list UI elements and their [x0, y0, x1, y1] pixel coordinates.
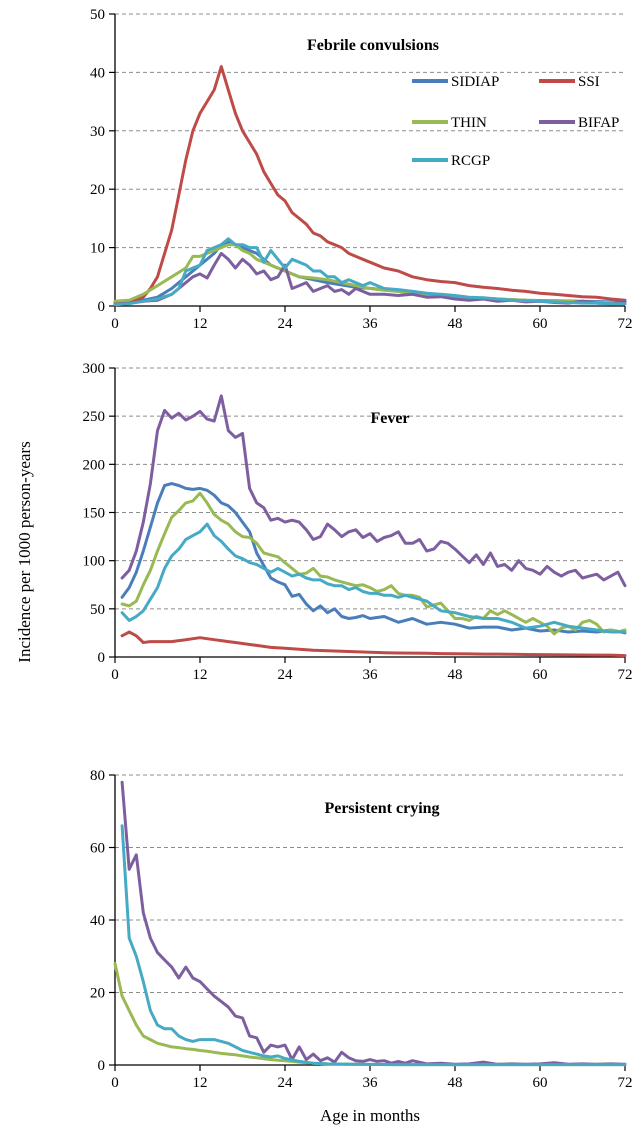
- fever-series-sidiap: [120, 482, 627, 635]
- febrile-convulsions-series-rcgp: [113, 237, 627, 307]
- panel-febrile-convulsions: 0 10 20 30 40 50 0 12 24 36 48 60 72 Febrile convulsi…: [90, 7, 633, 332]
- febrile-convulsions-panel-title: Febrile convulsions: [307, 37, 439, 54]
- persistent-crying-y-tick-label-20: 20: [90, 986, 105, 1002]
- febrile-convulsions-y-tick-label-0: 0: [98, 299, 106, 315]
- febrile-convulsions-x-tick-label-0: 0: [111, 316, 119, 332]
- legend-label-ssi: SSI: [578, 74, 600, 90]
- fever-y-tick-label-200: 200: [83, 457, 106, 473]
- legend-item-thin: THIN: [412, 115, 487, 131]
- legend-label-thin: THIN: [451, 115, 487, 131]
- fever-panel-title: Fever: [370, 410, 409, 427]
- fever-x-tick-label-0: 0: [111, 667, 119, 683]
- persistent-crying-x-tick-label-72: 72: [618, 1075, 633, 1091]
- febrile-convulsions-x-tick-label-12: 12: [193, 316, 208, 332]
- legend-item-ssi: SSI: [539, 74, 600, 90]
- febrile-convulsions-x-tick-label-72: 72: [618, 316, 633, 332]
- x-axis-title: Age in months: [320, 1106, 420, 1125]
- persistent-crying-series-thin: [113, 962, 627, 1067]
- fever-y-tick-label-300: 300: [83, 361, 106, 377]
- febrile-convulsions-y-tick-label-50: 50: [90, 7, 105, 23]
- fever-x-tick-label-12: 12: [193, 667, 208, 683]
- persistent-crying-y-tick-label-0: 0: [98, 1058, 106, 1074]
- fever-x-tick-label-60: 60: [533, 667, 548, 683]
- fever-x-tick-label-24: 24: [278, 667, 294, 683]
- legend-item-rcgp: RCGP: [412, 153, 490, 169]
- legend-label-bifap: BIFAP: [578, 115, 619, 131]
- legend-label-sidiap: SIDIAP: [451, 74, 499, 90]
- persistent-crying-x-tick-label-36: 36: [363, 1075, 379, 1091]
- febrile-convulsions-y-tick-label-30: 30: [90, 124, 105, 140]
- persistent-crying-y-tick-label-60: 60: [90, 841, 105, 857]
- fever-series-bifap: [120, 394, 627, 588]
- fever-x-tick-label-36: 36: [363, 667, 379, 683]
- persistent-crying-panel-title: Persistent crying: [324, 800, 439, 817]
- fever-y-tick-label-250: 250: [83, 409, 106, 425]
- panel-persistent-crying: 0 20 40 60 80 0 12 24 36 48 60 72 Persistent crying: [90, 768, 633, 1091]
- fever-x-tick-label-48: 48: [448, 667, 463, 683]
- legend-label-rcgp: RCGP: [451, 153, 490, 169]
- persistent-crying-y-tick-label-80: 80: [90, 768, 105, 784]
- legend-item-bifap: BIFAP: [539, 115, 619, 131]
- persistent-crying-series-rcgp: [120, 824, 627, 1067]
- fever-y-tick-label-150: 150: [83, 506, 106, 522]
- fever-y-tick-label-0: 0: [98, 650, 106, 666]
- fever-series-rcgp: [120, 522, 627, 634]
- fever-x-tick-label-72: 72: [618, 667, 633, 683]
- febrile-convulsions-x-tick-label-60: 60: [533, 316, 548, 332]
- persistent-crying-x-tick-label-60: 60: [533, 1075, 548, 1091]
- febrile-convulsions-x-tick-label-36: 36: [363, 316, 379, 332]
- legend-item-sidiap: SIDIAP: [412, 74, 499, 90]
- fever-series-ssi: [120, 630, 627, 658]
- persistent-crying-x-tick-label-48: 48: [448, 1075, 463, 1091]
- fever-y-tick-label-100: 100: [83, 554, 106, 570]
- febrile-convulsions-x-tick-label-48: 48: [448, 316, 463, 332]
- febrile-convulsions-x-tick-label-24: 24: [278, 316, 294, 332]
- y-axis-title: Incidence per 1000 person-years: [15, 441, 34, 662]
- persistent-crying-series-bifap: [120, 780, 627, 1066]
- febrile-convulsions-series-ssi: [113, 65, 627, 305]
- persistent-crying-x-tick-label-12: 12: [193, 1075, 208, 1091]
- fever-y-tick-label-50: 50: [90, 602, 105, 618]
- febrile-convulsions-y-tick-label-10: 10: [90, 241, 105, 257]
- fever-series-thin: [120, 491, 627, 636]
- febrile-convulsions-y-tick-label-20: 20: [90, 182, 105, 198]
- persistent-crying-y-tick-label-40: 40: [90, 913, 105, 929]
- persistent-crying-x-tick-label-0: 0: [111, 1075, 119, 1091]
- panel-fever: 0 50 100 150 200 250 300 0 12 24 36 48 60 72 Fever: [83, 361, 633, 683]
- febrile-convulsions-y-tick-label-40: 40: [90, 65, 105, 81]
- legend: SIDIAP SSI THIN BIFAP RCGP: [412, 74, 619, 169]
- persistent-crying-x-tick-label-24: 24: [278, 1075, 294, 1091]
